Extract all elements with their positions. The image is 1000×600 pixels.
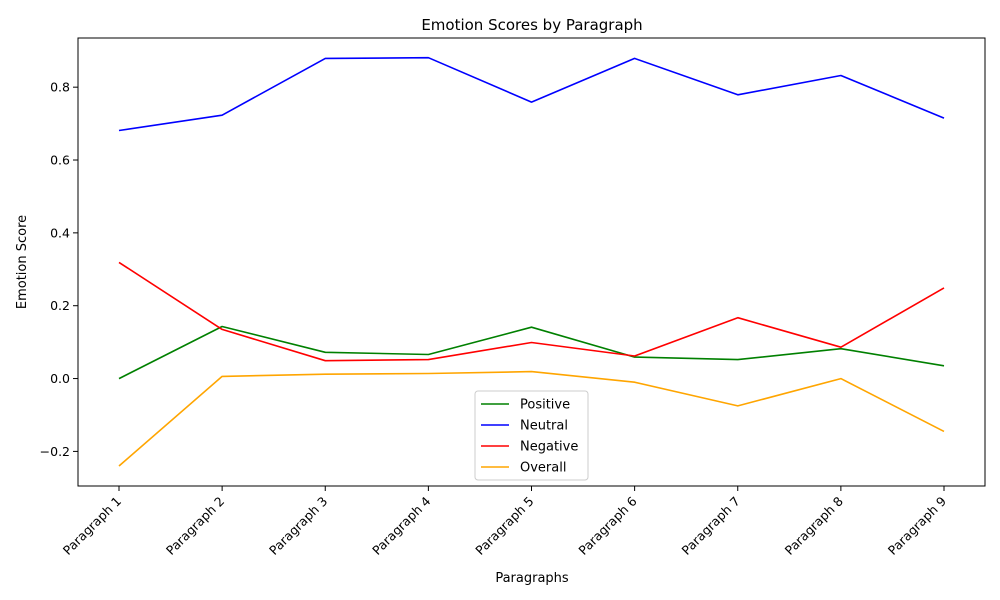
series-lines <box>118 56 945 467</box>
y-axis-label: Emotion Score <box>15 215 30 309</box>
x-tick-label: Paragraph 8 <box>782 493 846 557</box>
y-axis: −0.2 0.0 0.2 0.4 0.6 0.8 <box>40 80 78 459</box>
y-tick-label: 0.0 <box>50 371 70 386</box>
series-line-positive <box>118 325 945 380</box>
legend-box <box>474 390 589 481</box>
x-tick-label: Paragraph 9 <box>885 493 949 557</box>
legend-label: Positive <box>520 398 570 413</box>
x-tick-label: Paragraph 6 <box>575 493 639 557</box>
x-tick-label: Paragraph 4 <box>369 493 433 557</box>
y-tick-label: 0.2 <box>50 298 70 313</box>
x-tick-label: Paragraph 2 <box>163 494 227 558</box>
x-axis: Paragraph 1 Paragraph 2 Paragraph 3 Paragra… <box>60 486 949 558</box>
x-tick-label: Paragraph 3 <box>266 494 330 558</box>
legend-label: Neutral <box>520 419 568 434</box>
series-line-overall <box>118 370 945 467</box>
series-line-neutral <box>118 56 945 132</box>
y-tick-label: 0.6 <box>50 153 70 168</box>
series-line-negative <box>118 261 945 362</box>
y-tick-label: −0.2 <box>40 444 70 459</box>
legend: Positive Neutral Negative Overall <box>474 390 589 481</box>
x-tick-label: Paragraph 5 <box>472 494 536 558</box>
x-axis-label: Paragraphs <box>495 571 569 586</box>
chart-title: Emotion Scores by Paragraph <box>421 16 642 34</box>
legend-label: Overall <box>520 461 566 476</box>
y-tick-label: 0.8 <box>50 80 70 95</box>
legend-label: Negative <box>520 440 578 455</box>
x-tick-label: Paragraph 1 <box>60 494 124 558</box>
y-tick-label: 0.4 <box>50 225 70 240</box>
x-tick-label: Paragraph 7 <box>679 494 743 558</box>
